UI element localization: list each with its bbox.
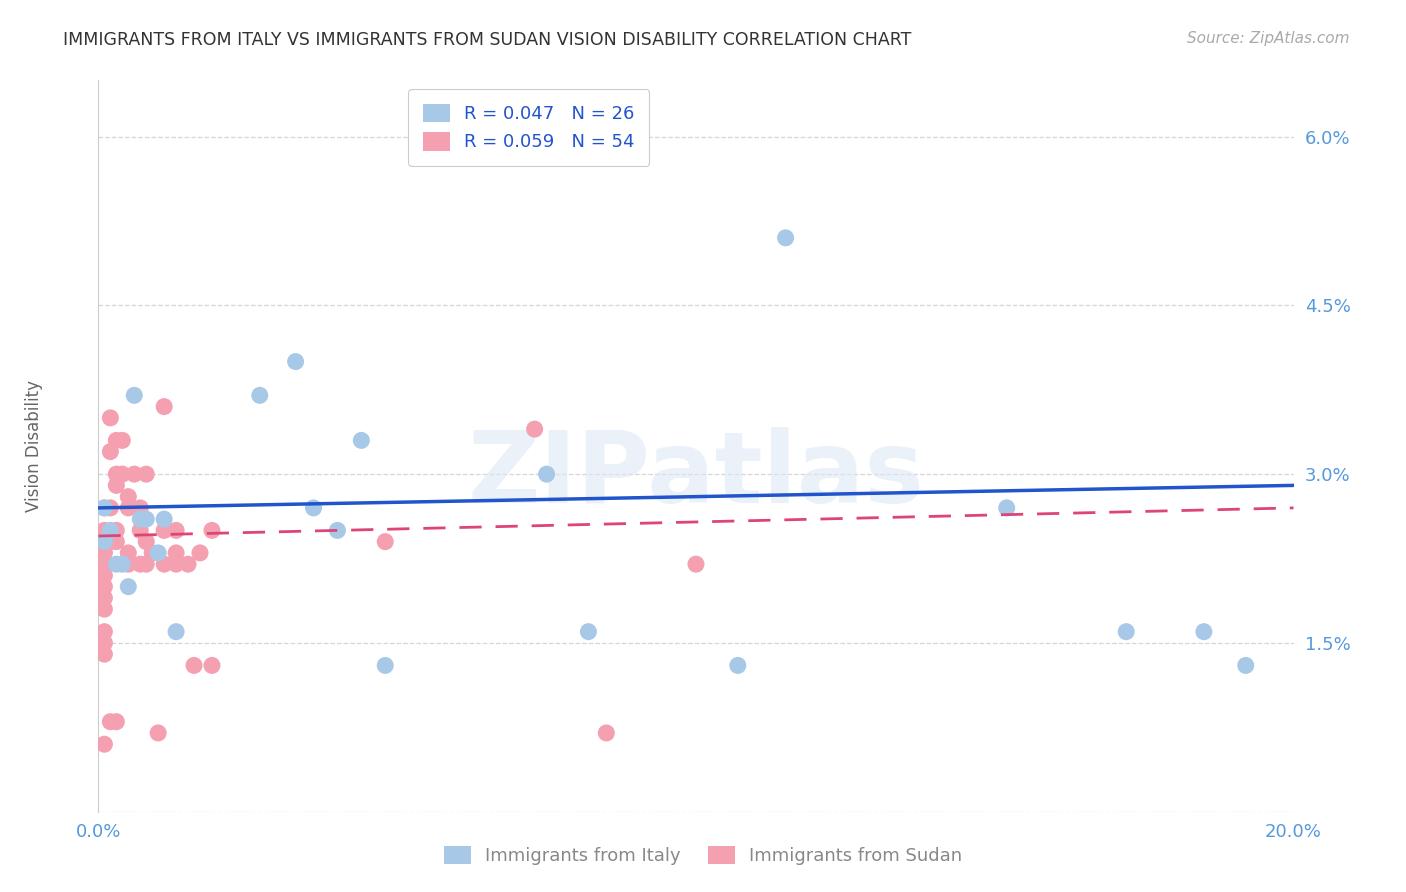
Point bbox=[117, 490, 139, 504]
Point bbox=[111, 467, 134, 482]
Point bbox=[165, 524, 187, 538]
Point bbox=[374, 658, 396, 673]
Point bbox=[153, 524, 176, 538]
Point bbox=[1234, 658, 1257, 673]
Point bbox=[117, 580, 139, 594]
Point bbox=[685, 557, 707, 571]
Text: ZIPatlas: ZIPatlas bbox=[468, 426, 924, 524]
Point bbox=[129, 557, 152, 571]
Point bbox=[350, 434, 373, 448]
Point bbox=[148, 546, 170, 560]
Y-axis label: Vision Disability: Vision Disability bbox=[25, 380, 42, 512]
Point bbox=[129, 524, 152, 538]
Point bbox=[165, 546, 187, 560]
Point bbox=[105, 467, 128, 482]
Point bbox=[249, 388, 271, 402]
Point bbox=[111, 557, 134, 571]
Point bbox=[129, 500, 152, 515]
Point bbox=[124, 467, 146, 482]
Point bbox=[183, 658, 205, 673]
Point bbox=[326, 524, 349, 538]
Point bbox=[93, 534, 115, 549]
Point bbox=[177, 557, 200, 571]
Point bbox=[727, 658, 749, 673]
Point bbox=[98, 410, 122, 425]
Point bbox=[105, 557, 128, 571]
Point bbox=[105, 478, 128, 492]
Legend: R = 0.047   N = 26, R = 0.059   N = 54: R = 0.047 N = 26, R = 0.059 N = 54 bbox=[408, 89, 650, 166]
Point bbox=[117, 546, 139, 560]
Point bbox=[153, 512, 176, 526]
Point bbox=[284, 354, 307, 368]
Point bbox=[105, 524, 128, 538]
Point bbox=[135, 557, 157, 571]
Point bbox=[93, 624, 115, 639]
Point bbox=[201, 524, 224, 538]
Point bbox=[374, 534, 396, 549]
Point bbox=[165, 557, 187, 571]
Point bbox=[124, 388, 146, 402]
Legend: Immigrants from Italy, Immigrants from Sudan: Immigrants from Italy, Immigrants from S… bbox=[434, 837, 972, 874]
Point bbox=[201, 658, 224, 673]
Point bbox=[93, 568, 115, 582]
Point bbox=[98, 444, 122, 458]
Point bbox=[93, 534, 115, 549]
Point bbox=[775, 231, 797, 245]
Point bbox=[1192, 624, 1215, 639]
Point bbox=[93, 602, 115, 616]
Point bbox=[98, 534, 122, 549]
Point bbox=[93, 737, 115, 751]
Point bbox=[302, 500, 325, 515]
Text: IMMIGRANTS FROM ITALY VS IMMIGRANTS FROM SUDAN VISION DISABILITY CORRELATION CHA: IMMIGRANTS FROM ITALY VS IMMIGRANTS FROM… bbox=[63, 31, 911, 49]
Point bbox=[523, 422, 546, 436]
Point bbox=[148, 726, 170, 740]
Point bbox=[111, 434, 134, 448]
Point bbox=[105, 434, 128, 448]
Point bbox=[578, 624, 600, 639]
Point bbox=[93, 500, 115, 515]
Point bbox=[165, 624, 187, 639]
Point bbox=[98, 500, 122, 515]
Point bbox=[135, 467, 157, 482]
Point bbox=[98, 524, 122, 538]
Point bbox=[105, 714, 128, 729]
Point bbox=[98, 714, 122, 729]
Point bbox=[93, 591, 115, 605]
Point bbox=[93, 636, 115, 650]
Point bbox=[135, 534, 157, 549]
Point bbox=[595, 726, 617, 740]
Point bbox=[93, 580, 115, 594]
Point bbox=[135, 512, 157, 526]
Point bbox=[105, 534, 128, 549]
Point bbox=[153, 400, 176, 414]
Point bbox=[129, 512, 152, 526]
Point bbox=[93, 647, 115, 661]
Point bbox=[93, 557, 115, 571]
Point bbox=[153, 557, 176, 571]
Text: Source: ZipAtlas.com: Source: ZipAtlas.com bbox=[1187, 31, 1350, 46]
Point bbox=[141, 546, 163, 560]
Point bbox=[93, 546, 115, 560]
Point bbox=[117, 500, 139, 515]
Point bbox=[536, 467, 558, 482]
Point bbox=[1115, 624, 1137, 639]
Point bbox=[117, 557, 139, 571]
Point bbox=[93, 524, 115, 538]
Point bbox=[93, 500, 115, 515]
Point bbox=[995, 500, 1018, 515]
Point bbox=[188, 546, 211, 560]
